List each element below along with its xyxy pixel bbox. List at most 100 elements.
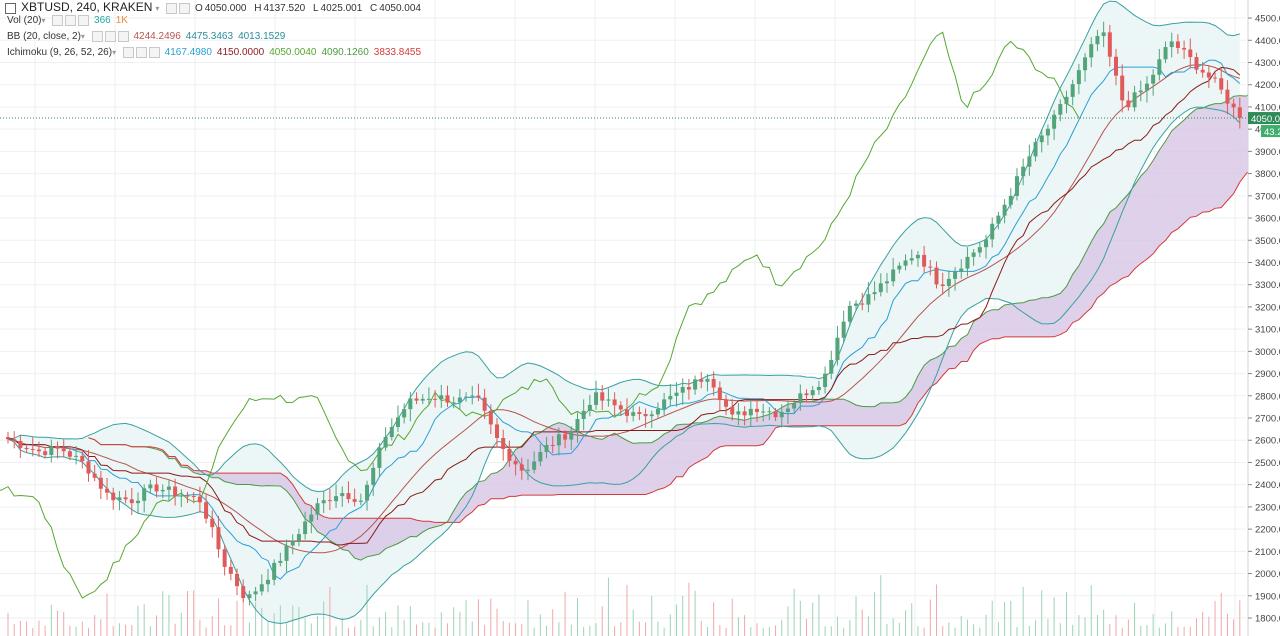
volume-bar (267, 621, 269, 636)
price-axis-label: 2400.0 (1255, 480, 1280, 491)
volume-bar (1010, 600, 1012, 636)
volume-bar (614, 626, 616, 636)
volume-bar (335, 626, 337, 636)
volume-bar (997, 621, 999, 636)
bb-label[interactable]: BB (20, close, 2) (7, 31, 81, 42)
candle-body (507, 448, 512, 461)
chevron-down-icon[interactable]: ▾ (155, 4, 160, 13)
candle-body (383, 437, 388, 448)
chevron-down-icon[interactable]: ▾ (41, 16, 46, 25)
volume-bar (1146, 625, 1148, 636)
volume-bar (793, 588, 795, 636)
settings-icon[interactable] (166, 2, 178, 14)
candle-body (1021, 166, 1026, 177)
price-axis-label: 3200.0 (1255, 302, 1280, 313)
candle-body (804, 393, 809, 396)
candle-body (451, 402, 456, 404)
volume-bar (1053, 597, 1055, 636)
volume-bar (1059, 623, 1061, 636)
volume-bar (1035, 619, 1037, 636)
volume-bar (595, 623, 597, 636)
volume-bar (125, 624, 127, 636)
candle-body (278, 560, 283, 563)
volume-bar (211, 616, 213, 636)
candle-body (12, 439, 17, 441)
candle-body (501, 437, 506, 449)
candle-body (761, 411, 766, 413)
settings-icon[interactable] (122, 46, 134, 58)
volume-bar (521, 624, 523, 636)
candle-body (773, 411, 778, 418)
volume-bar (372, 626, 374, 636)
candle-body (6, 437, 10, 440)
candle-body (55, 446, 60, 449)
candle-body (1188, 49, 1193, 58)
volume-bar (719, 625, 721, 636)
volume-bar (1134, 602, 1136, 636)
volume-bar (156, 615, 158, 636)
candle-body (1014, 176, 1019, 196)
settings-icon[interactable] (91, 30, 103, 42)
volume-bar (75, 626, 77, 636)
vol-label[interactable]: Vol (20) (7, 15, 42, 26)
candle-body (346, 493, 351, 500)
candle-body (476, 395, 481, 398)
candle-body (742, 411, 747, 416)
ichimoku-label[interactable]: Ichimoku (9, 26, 52, 26) (7, 47, 113, 58)
volume-bar (298, 607, 300, 636)
visibility-icon[interactable] (65, 14, 77, 26)
candle-body (519, 464, 524, 471)
close-icon[interactable] (78, 14, 90, 26)
price-axis-label: 2300.0 (1255, 502, 1280, 513)
volume-bar (700, 620, 702, 636)
price-axis-label: 3600.0 (1255, 214, 1280, 225)
candle-body (1002, 204, 1007, 216)
volume-bar (676, 604, 678, 636)
candle-body (854, 303, 859, 306)
visibility-icon[interactable] (104, 30, 116, 42)
settings-icon[interactable] (52, 14, 64, 26)
visibility-icon[interactable] (179, 2, 191, 14)
volume-bar (1202, 611, 1204, 636)
candle-body (1213, 77, 1218, 79)
candle-body (457, 397, 462, 403)
candle-body (891, 269, 896, 282)
bb-basis-value: 4244.2496 (133, 31, 181, 42)
ohlc-low-label: L (312, 3, 319, 14)
volume-bar (19, 620, 21, 636)
volume-bar (1078, 615, 1080, 636)
volume-bar (911, 603, 913, 636)
chevron-down-icon[interactable]: ▾ (112, 48, 117, 57)
volume-bar (428, 622, 430, 636)
close-icon[interactable] (148, 46, 160, 58)
volume-bar (1226, 613, 1228, 636)
visibility-icon[interactable] (135, 46, 147, 58)
symbol-title[interactable]: XBTUSD, 240, KRAKEN (21, 0, 153, 14)
chevron-down-icon[interactable]: ▾ (80, 32, 85, 41)
volume-bar (948, 622, 950, 636)
volume-bar (50, 604, 52, 636)
candle-body (680, 387, 685, 393)
bollinger-basis-line (7, 64, 1240, 554)
candle-body (1064, 96, 1069, 105)
volume-bar (385, 612, 387, 636)
close-icon[interactable] (117, 30, 129, 42)
price-axis-background[interactable] (1248, 0, 1280, 636)
ichimoku-kijun-value: 4150.0000 (216, 47, 265, 58)
price-axis-label: 2900.0 (1255, 369, 1280, 380)
candle-body (1169, 41, 1174, 48)
symbol-collapse-icon[interactable] (5, 2, 16, 14)
volume-bar (861, 609, 863, 636)
candle-body (798, 393, 803, 404)
candle-body (185, 495, 190, 497)
candle-body (835, 337, 840, 361)
price-axis-label: 3300.0 (1255, 280, 1280, 291)
candle-body (996, 215, 1001, 224)
volume-bar (923, 627, 925, 636)
volume-bar (762, 627, 764, 636)
volume-bar (69, 625, 71, 636)
candle-body (563, 434, 568, 440)
candle-body (371, 467, 376, 485)
